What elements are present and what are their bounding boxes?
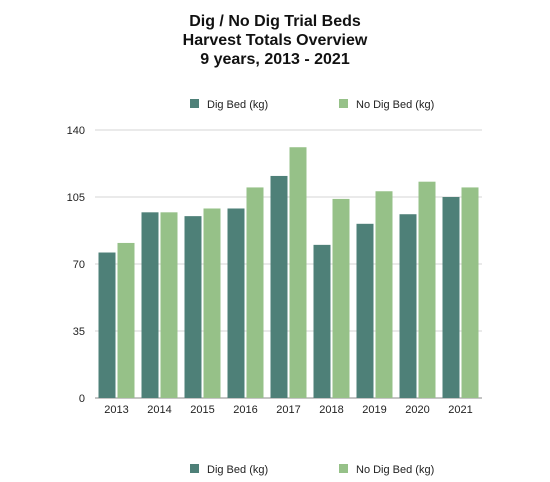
bar-dig-2014 (141, 212, 159, 398)
bar-nodig-2020 (418, 181, 436, 398)
x-tick-label-2016: 2016 (233, 404, 257, 416)
chart-title-line-1: Dig / No Dig Trial Beds (189, 13, 361, 30)
x-tick-label-2019: 2019 (362, 404, 386, 416)
x-tick-label-2021: 2021 (448, 404, 472, 416)
x-tick-label-2014: 2014 (147, 404, 171, 416)
x-tick-label-2017: 2017 (276, 404, 300, 416)
bar-dig-2020 (399, 214, 417, 398)
x-tick-label-2013: 2013 (104, 404, 128, 416)
legend-top-label-nodig: No Dig Bed (kg) (356, 99, 434, 111)
x-tick-label-2020: 2020 (405, 404, 429, 416)
x-tick-label-2018: 2018 (319, 404, 343, 416)
bar-dig-2021 (442, 197, 460, 398)
legend-bottom-label-dig: Dig Bed (kg) (207, 464, 268, 476)
y-tick-label-105: 105 (67, 192, 85, 204)
bar-nodig-2019 (375, 191, 393, 398)
legend-top-label-dig: Dig Bed (kg) (207, 99, 268, 111)
chart-title-line-3: 9 years, 2013 - 2021 (200, 51, 350, 68)
bar-nodig-2021 (461, 187, 479, 398)
bar-nodig-2015 (203, 208, 221, 398)
chart-title-line-2: Harvest Totals Overview (182, 32, 368, 49)
legend-bottom-label-nodig: No Dig Bed (kg) (356, 464, 434, 476)
legend-bottom-swatch-dig (190, 464, 199, 473)
bar-nodig-2016 (246, 187, 264, 398)
bar-dig-2016 (227, 208, 245, 398)
legend-top-swatch-dig (190, 99, 199, 108)
legend-bottom-swatch-nodig (339, 464, 348, 473)
y-tick-label-140: 140 (67, 125, 85, 137)
bar-nodig-2013 (117, 242, 135, 398)
x-tick-label-2015: 2015 (190, 404, 214, 416)
bar-nodig-2018 (332, 198, 350, 398)
y-tick-label-35: 35 (73, 326, 85, 338)
y-tick-label-0: 0 (79, 393, 85, 405)
bar-dig-2017 (270, 175, 288, 398)
bar-nodig-2017 (289, 147, 307, 398)
bar-dig-2015 (184, 216, 202, 398)
bar-dig-2013 (98, 252, 116, 398)
bar-nodig-2014 (160, 212, 178, 398)
chart-title: Dig / No Dig Trial Beds Harvest Totals O… (0, 12, 550, 69)
bar-dig-2019 (356, 223, 374, 398)
bar-dig-2018 (313, 244, 331, 398)
legend-top-swatch-nodig (339, 99, 348, 108)
y-tick-label-70: 70 (73, 259, 85, 271)
